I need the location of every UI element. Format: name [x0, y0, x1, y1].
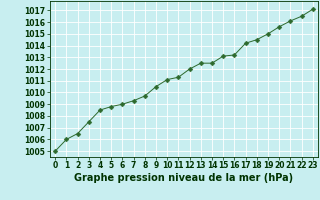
X-axis label: Graphe pression niveau de la mer (hPa): Graphe pression niveau de la mer (hPa)	[75, 173, 293, 183]
